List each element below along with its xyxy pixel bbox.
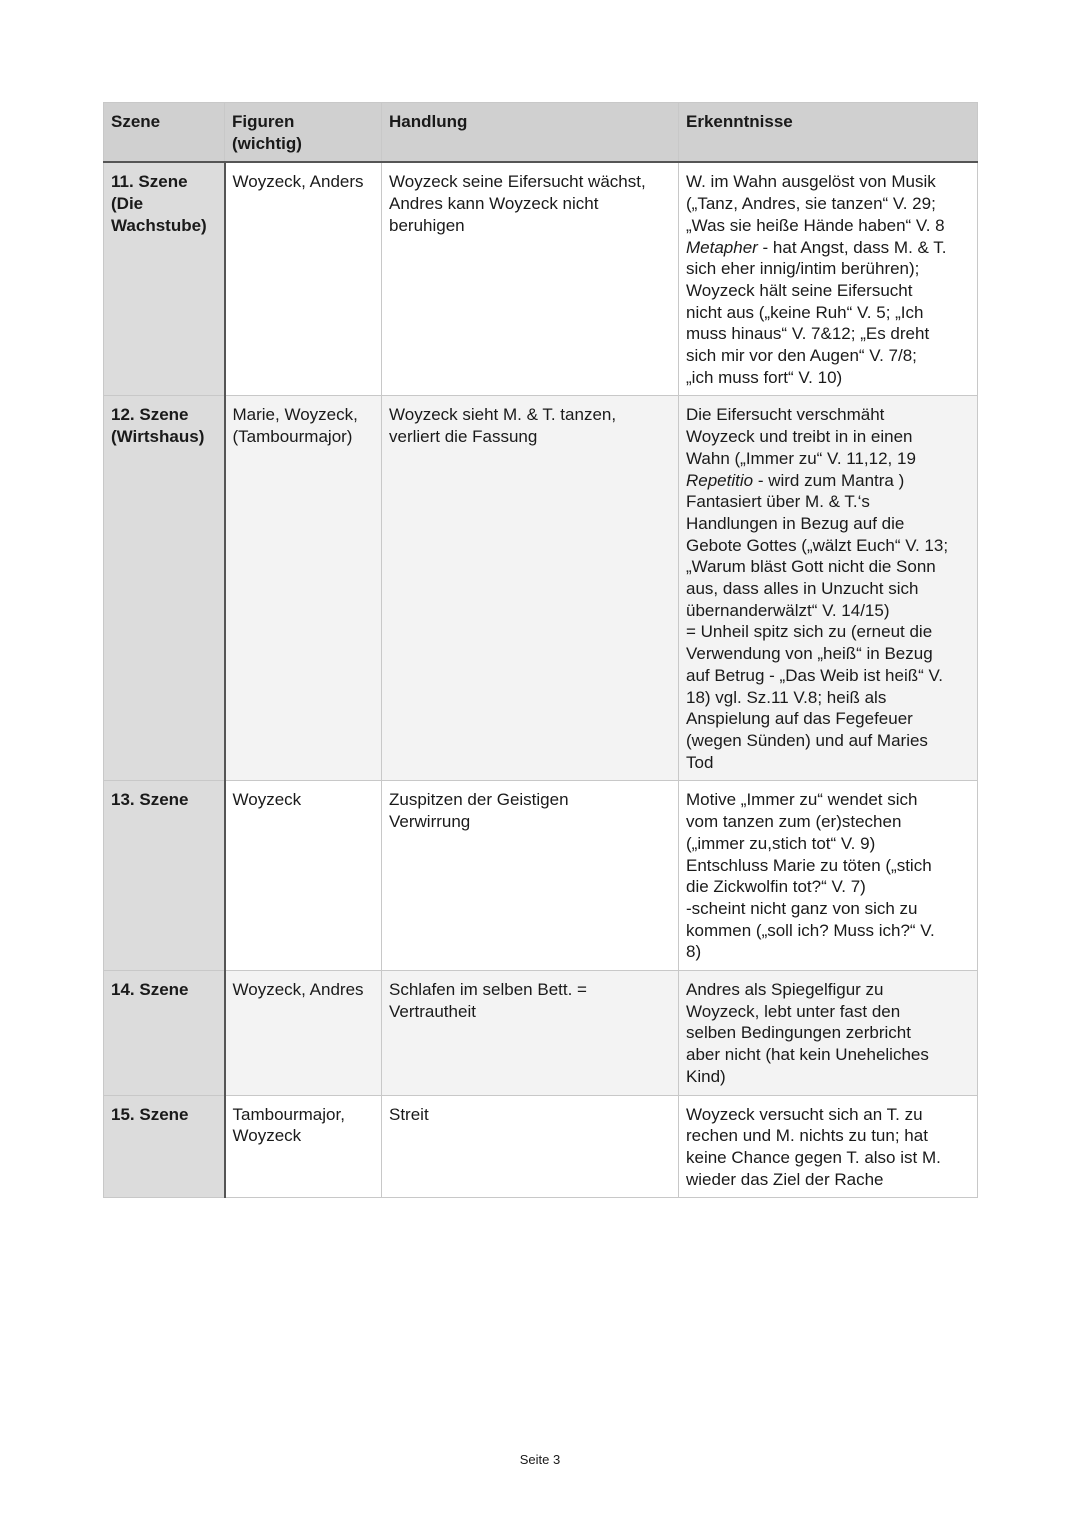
insight-text: Die Eifersucht verschmäht Woyzeck und tr…	[686, 405, 916, 468]
scene-cell: 14. Szene	[103, 970, 226, 1096]
figures-cell: Marie, Woyzeck, (Tambourmajor)	[224, 395, 382, 782]
insights-cell: Woyzeck versucht sich an T. zu rechen un…	[678, 1094, 978, 1199]
header-row: Szene Figuren (wichtig) Handlung Erkennt…	[103, 102, 978, 164]
scene-cell: 12. Szene (Wirtshaus)	[103, 395, 226, 782]
insight-text: - wird zum Mantra ) Fantasiert über M. &…	[686, 470, 949, 772]
plot-cell: Zuspitzen der Geistigen Verwirrung	[381, 780, 679, 972]
table-row: 13. Szene Woyzeck Zuspitzen der Geistige…	[103, 780, 978, 972]
insights-cell: Andres als Spiegelfigur zu Woyzeck, lebt…	[678, 970, 978, 1096]
insight-text: - hat Angst, dass M. & T. sich eher inni…	[686, 237, 947, 387]
insight-term: Metapher	[686, 237, 758, 257]
table-row: 14. Szene Woyzeck, Andres Schlafen im se…	[103, 970, 978, 1096]
scene-cell: 11. Szene (Die Wachstube)	[103, 161, 226, 397]
header-figuren: Figuren (wichtig)	[224, 102, 382, 164]
table-row: 15. Szene Tambourmajor, Woyzeck Streit W…	[103, 1094, 978, 1199]
plot-cell: Streit	[381, 1094, 679, 1199]
insights-cell: Die Eifersucht verschmäht Woyzeck und tr…	[678, 395, 978, 782]
header-erkenntnisse: Erkenntnisse	[678, 102, 978, 164]
scene-cell: 15. Szene	[103, 1094, 226, 1199]
page-number: Seite 3	[519, 1452, 561, 1467]
insight-term: Repetitio	[686, 470, 754, 490]
table-row: 12. Szene (Wirtshaus) Marie, Woyzeck, (T…	[103, 395, 978, 782]
plot-cell: Schlafen im selben Bett. = Vertrautheit	[381, 970, 679, 1096]
figures-cell: Woyzeck, Andres	[224, 970, 382, 1096]
table-row: 11. Szene (Die Wachstube) Woyzeck, Ander…	[103, 161, 978, 397]
insights-cell: Motive „Immer zu“ wendet sich vom tanzen…	[678, 780, 978, 972]
header-szene: Szene	[103, 102, 225, 164]
plot-cell: Woyzeck seine Eifersucht wächst, Andres …	[381, 161, 679, 397]
scene-table: Szene Figuren (wichtig) Handlung Erkennt…	[103, 102, 978, 1199]
scene-cell: 13. Szene	[103, 780, 226, 972]
figures-cell: Woyzeck, Anders	[224, 161, 382, 397]
insights-cell: W. im Wahn ausgelöst von Musik („Tanz, A…	[678, 161, 978, 397]
figures-cell: Tambourmajor, Woyzeck	[224, 1094, 382, 1199]
figures-cell: Woyzeck	[224, 780, 382, 972]
insight-text: W. im Wahn ausgelöst von Musik („Tanz, A…	[686, 172, 945, 235]
header-handlung: Handlung	[381, 102, 679, 164]
plot-cell: Woyzeck sieht M. & T. tanzen, verliert d…	[381, 395, 679, 782]
